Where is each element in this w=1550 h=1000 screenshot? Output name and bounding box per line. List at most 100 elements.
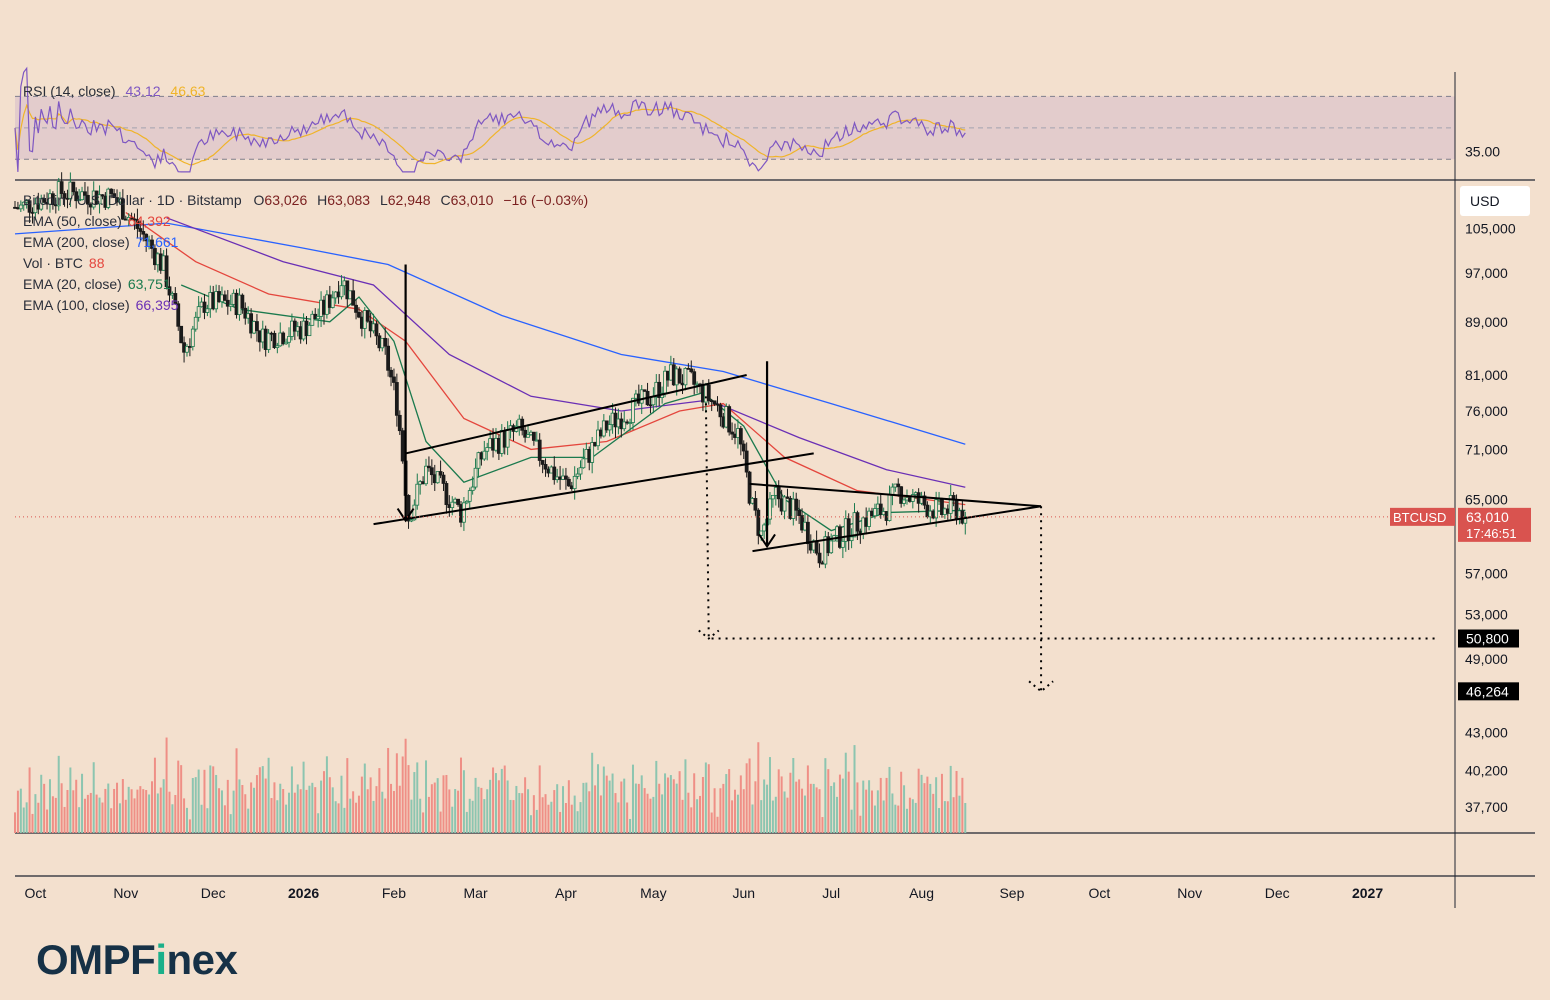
candle-body: [770, 494, 775, 500]
candle-body: [683, 367, 688, 386]
candle-body: [351, 290, 356, 306]
volume-bar: [538, 765, 541, 833]
time-axis: Oct Nov Dec 2026 Feb Mar Apr May Jun Jul Aug Sep Oct…: [25, 885, 1384, 901]
volume-bar: [156, 793, 159, 833]
candle-body: [759, 530, 764, 536]
volume-bar: [911, 799, 914, 833]
candle-body: [805, 521, 810, 545]
volume-bar: [556, 784, 559, 833]
volume-bar: [728, 769, 731, 833]
volume-bar: [261, 766, 264, 833]
volume-bar: [818, 789, 821, 833]
currency-selector[interactable]: USD: [1460, 186, 1530, 216]
volume-bar: [774, 796, 777, 833]
candle-body: [424, 465, 428, 485]
volume-bar: [847, 771, 850, 833]
ema100-line: [166, 217, 966, 488]
candle-body: [412, 504, 417, 521]
triangle-lower-line: [752, 505, 1042, 553]
target-1-arrowhead: [698, 629, 720, 640]
candle-body: [100, 194, 105, 197]
candle-body: [537, 439, 542, 461]
candle-body: [135, 219, 140, 229]
volume-bar: [232, 790, 235, 833]
volume-bar: [868, 780, 871, 833]
volume-bar: [422, 812, 425, 833]
volume-bar: [43, 783, 46, 833]
time-tick-label: Nov: [1177, 885, 1202, 901]
candle-body: [785, 496, 790, 499]
time-tick-label: Nov: [113, 885, 138, 901]
volume-bar: [395, 753, 398, 833]
candle-body: [394, 382, 399, 416]
volume-bar: [75, 779, 78, 833]
candle-body: [867, 510, 871, 527]
volume-bar: [716, 816, 719, 833]
time-tick-label: 2027: [1352, 885, 1383, 901]
volume-bar: [678, 771, 681, 833]
candle-body: [482, 450, 487, 460]
volume-bar: [110, 808, 113, 833]
rsi-ma-line: [14, 103, 966, 166]
volume-bar: [620, 781, 623, 833]
volume-bar: [430, 784, 433, 833]
candle-body: [473, 467, 478, 488]
volume-bar: [325, 756, 328, 833]
volume-bar: [605, 775, 608, 833]
candle-body: [42, 198, 47, 203]
volume-bar: [780, 776, 783, 833]
candle-body: [464, 500, 469, 504]
volume-bar: [188, 819, 191, 833]
price-tick-label: 49,000: [1465, 651, 1508, 667]
volume-bar: [827, 769, 830, 833]
volume-bar: [439, 811, 442, 833]
volume-bar: [223, 805, 226, 833]
main-legend: Bitcoin / U.S. Dollar · 1D · Bitstamp O6…: [23, 190, 588, 316]
volume-bar: [763, 779, 766, 833]
time-tick-label: Aug: [909, 885, 934, 901]
volume-bar: [25, 802, 28, 833]
volume-bar: [471, 800, 474, 833]
volume-bar: [532, 795, 535, 833]
volume-bar: [798, 779, 801, 833]
volume-bar: [687, 792, 690, 833]
target-2-price-label: 46,264: [1466, 683, 1509, 699]
volume-bar: [506, 780, 509, 833]
volume-bar: [736, 794, 739, 833]
volume-bar: [512, 800, 515, 833]
volume-bar: [923, 783, 926, 833]
volume-bar: [748, 758, 751, 833]
candle-body: [27, 200, 32, 213]
candle-body: [202, 301, 207, 313]
volume-bar: [40, 774, 43, 833]
target-1-price-tag: [1458, 629, 1519, 648]
volume-bar: [871, 790, 874, 833]
volume-bar: [792, 757, 795, 833]
volume-bar: [809, 783, 812, 833]
candle-body: [77, 199, 82, 202]
volume-bar: [433, 782, 436, 833]
volume-bar: [836, 796, 839, 833]
volume-bar: [655, 760, 658, 833]
volume-bar: [360, 776, 363, 833]
volume-bar: [127, 786, 130, 833]
candle-body: [179, 325, 184, 344]
volume-bar: [503, 765, 506, 833]
candle-body: [427, 465, 431, 469]
volume-bar: [19, 788, 22, 833]
candle-body: [456, 498, 460, 505]
candle-body: [526, 434, 530, 438]
volume-bar: [151, 781, 154, 833]
candle-body: [18, 204, 23, 210]
time-tick-label: Apr: [555, 885, 577, 901]
time-tick-label: Feb: [382, 885, 406, 901]
candle-body: [628, 422, 632, 424]
volume-bar: [938, 808, 941, 833]
volume-bar: [296, 784, 299, 833]
volume-bar: [766, 784, 769, 833]
volume-bar: [579, 802, 582, 833]
volume-bar: [940, 773, 943, 833]
candle-body: [365, 310, 370, 322]
volume-bar: [879, 777, 882, 833]
